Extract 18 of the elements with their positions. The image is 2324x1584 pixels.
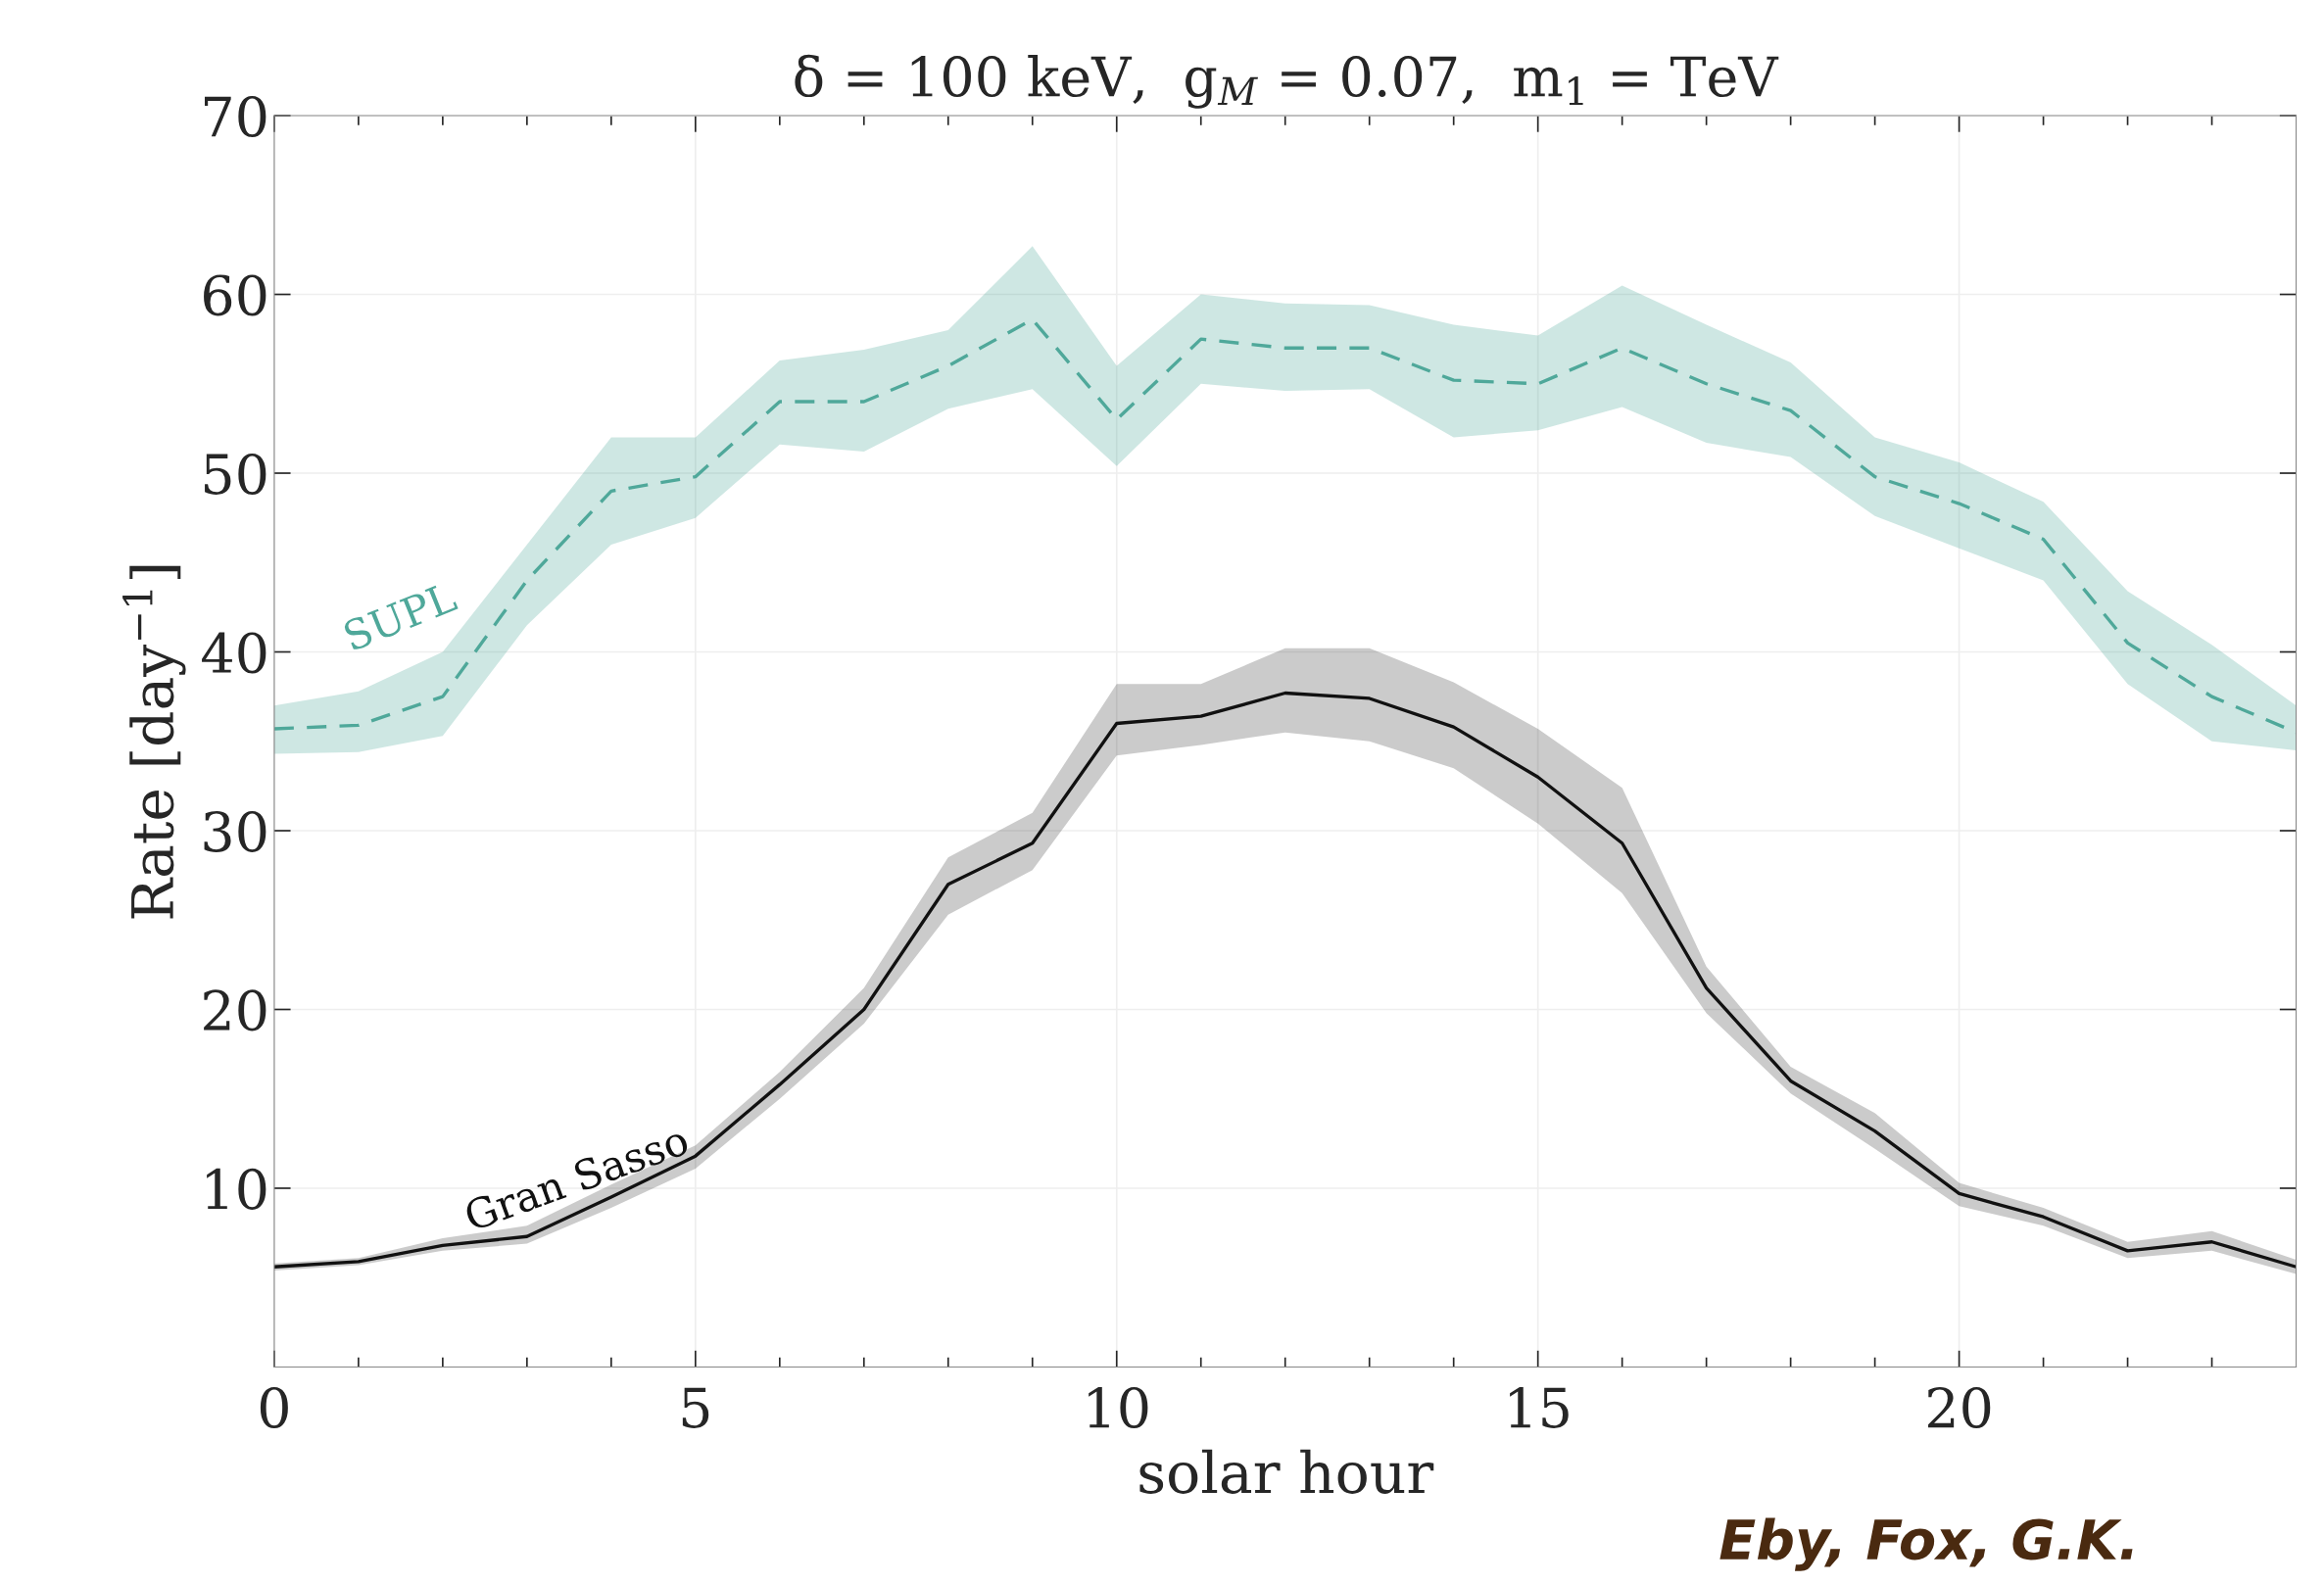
x-tick-label: 15: [1510, 1386, 1569, 1428]
x-tick-label: 20: [1928, 1386, 1991, 1428]
x-tick-label: 5: [682, 1387, 709, 1428]
text: Gran Sasso: [462, 1124, 691, 1232]
y-tick-label: 70: [205, 95, 266, 137]
text: Eby, Fox, G.K.: [1719, 1517, 2133, 1571]
y-tick-label: 10: [207, 1168, 266, 1210]
y-axis-title: Rate [day$^{−1}$]: [122, 565, 186, 919]
y-tick-label: 20: [204, 989, 266, 1032]
x-axis-title: solar hour: [1139, 1449, 1434, 1494]
y-tick-label: 30: [204, 810, 266, 852]
text: SUPL: [342, 580, 459, 651]
x-tick-label: 10: [1089, 1386, 1148, 1428]
chart-title: δ = 100 keV, g$_{M}$ = 0.07, m$_{1}$ = TeV: [795, 54, 1779, 109]
y-tick-label: 60: [204, 274, 266, 316]
y-tick-label: 50: [205, 453, 266, 495]
x-tick-label: 0: [260, 1386, 288, 1428]
y-tick-label: 40: [202, 632, 266, 674]
